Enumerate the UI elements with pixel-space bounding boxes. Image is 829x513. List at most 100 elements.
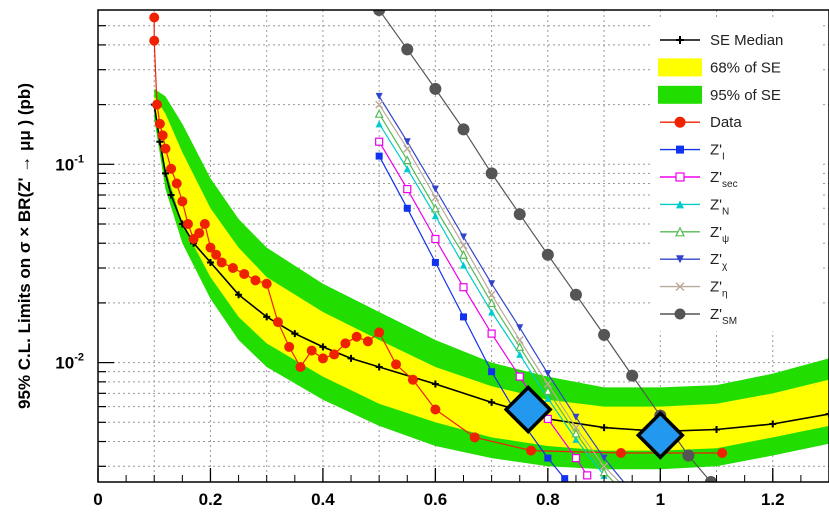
data-point-z-: [543, 380, 552, 389]
data-point-z-: [431, 185, 439, 193]
data-point-data: [340, 338, 351, 349]
data-point-z-: [600, 462, 609, 471]
data-point-z-sec: [515, 372, 524, 381]
legend-label: 95% of SE: [710, 87, 781, 104]
data-point-z-: [375, 92, 383, 100]
y-axis-label: 95% C.L. Limits on σ × BR(Z' → μμ ) (pb): [15, 83, 34, 409]
data-point-data: [391, 359, 402, 370]
legend: SE Median 68% of SE 95% of SE Data Z'I Z'sec Z…: [652, 20, 822, 332]
data-point-data: [261, 278, 272, 289]
legend-marker: [675, 226, 685, 237]
data-point-z-n: [403, 165, 411, 173]
legend-marker: [674, 308, 686, 320]
axes: 0 0.2 0.4 0.6 0.8 1 1.2 10-1 10-2: [55, 25, 802, 509]
data-point-z-n: [488, 308, 496, 316]
data-point-z-: [431, 193, 440, 202]
x-tick-label: 0.4: [311, 490, 335, 509]
legend-swatch: [658, 85, 702, 104]
data-point-z-sec: [583, 471, 592, 480]
data-point-z-sm: [626, 369, 639, 382]
data-point-z-: [515, 336, 524, 345]
data-point-data: [177, 196, 188, 207]
data-point-z-: [487, 298, 497, 308]
data-point-z-i: [375, 152, 383, 160]
data-point-data: [717, 448, 728, 459]
data-point-se-median: [431, 380, 439, 388]
legend-label: Data: [710, 114, 742, 131]
legend-label: Z'η: [710, 279, 728, 300]
legend-label: Z'ψ: [710, 224, 729, 245]
data-point-data: [351, 331, 362, 342]
y-tick-label: 10-1: [55, 153, 84, 174]
data-point-z-sm: [513, 208, 526, 221]
diamond-marker: [635, 410, 685, 460]
data-point-se-median: [600, 424, 608, 432]
data-point-z-sm: [485, 167, 498, 180]
x-tick-label: 0.8: [536, 490, 560, 509]
series-z-n: [375, 120, 608, 479]
y-tick-label: 10-2: [55, 352, 84, 373]
data-point-se-median: [825, 410, 829, 418]
data-point-data: [329, 349, 340, 360]
data-point-data: [615, 448, 626, 459]
data-point-data: [407, 374, 418, 385]
data-point-z-: [487, 290, 496, 299]
legend-entry: 68% of SE: [658, 58, 781, 77]
legend-entry: Z'SM: [660, 306, 737, 327]
data-point-z-: [571, 428, 581, 438]
data-point-se-median: [375, 363, 383, 371]
data-point-z-i: [561, 475, 569, 482]
data-point-se-median: [488, 398, 496, 406]
legend-marker: [676, 200, 684, 209]
data-point-se-median: [235, 291, 243, 299]
legend-label: 68% of SE: [710, 59, 781, 76]
data-point-z-: [459, 241, 468, 250]
legend-swatch: [658, 58, 702, 77]
data-point-z-: [543, 386, 553, 396]
data-point-data: [216, 257, 227, 268]
data-point-data: [239, 268, 250, 279]
data-point-z-: [544, 370, 552, 378]
legend-entry: Z'χ: [660, 251, 728, 272]
series-line-z-: [378, 113, 615, 482]
legend-label: Z'N: [710, 196, 729, 217]
legend-label: Z'sec: [710, 169, 738, 190]
data-point-se-median: [206, 258, 214, 266]
legend-entry: 95% of SE: [658, 85, 781, 104]
data-point-z-: [516, 324, 524, 332]
data-point-z-: [460, 233, 467, 241]
data-point-data: [182, 219, 193, 230]
data-point-z-sm: [704, 476, 717, 482]
data-point-data: [188, 234, 199, 245]
data-point-data: [295, 362, 306, 373]
legend-entry: Z'sec: [660, 169, 738, 190]
data-point-z-: [617, 486, 624, 493]
data-point-z-n: [544, 394, 552, 402]
data-point-data: [157, 130, 168, 141]
legend-marker: [676, 36, 684, 44]
data-point-z-sm: [457, 123, 470, 136]
legend-entry: Z'ψ: [660, 224, 729, 245]
series-z-sec: [375, 137, 592, 480]
data-point-se-median: [319, 343, 327, 351]
data-point-z-: [430, 203, 440, 213]
data-point-z-: [488, 280, 496, 288]
data-point-z-sm: [541, 248, 554, 261]
series-line-z-i: [378, 155, 566, 479]
x-tick-label: 1: [656, 490, 665, 509]
data-point-data: [211, 249, 222, 260]
legend-label: Z'χ: [710, 251, 728, 272]
data-point-data: [149, 35, 160, 46]
data-point-data: [525, 445, 536, 456]
data-point-z-sm: [429, 82, 442, 95]
data-point-data: [272, 317, 283, 328]
series-z-: [375, 100, 621, 482]
legend-entry: Z'N: [660, 196, 729, 217]
data-point-z-sm: [569, 288, 582, 301]
data-point-z-i: [460, 313, 467, 321]
legend-marker: [676, 255, 684, 264]
data-point-data: [469, 432, 480, 443]
data-point-z-: [403, 144, 412, 153]
data-point-z-sec: [403, 184, 412, 194]
